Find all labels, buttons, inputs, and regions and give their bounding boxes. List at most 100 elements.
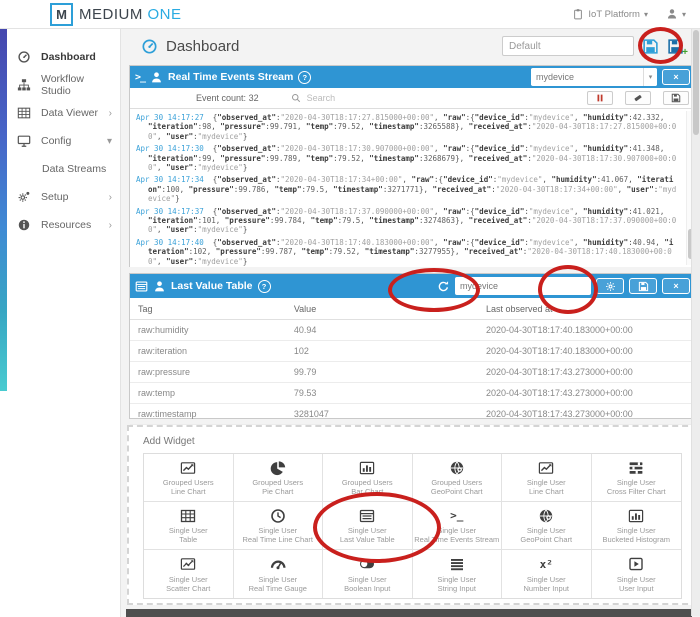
pie-chart-icon: [270, 459, 286, 476]
widget-option-single-user-real-time-events-stream[interactable]: >_ Single User Real Time Events Stream: [412, 502, 502, 550]
sitemap-icon: [17, 78, 31, 92]
tag-cell: raw:timestamp: [138, 409, 197, 419]
single-user-icon: [150, 71, 163, 84]
widget-option-single-user-geopoint-chart[interactable]: Single User GeoPoint Chart: [502, 502, 592, 550]
widget-option-single-user-user-input[interactable]: Single User User Input: [591, 550, 681, 598]
widget-option-grouped-users-geopoint-chart[interactable]: Grouped Users GeoPoint Chart: [412, 454, 502, 502]
value-cell: 99.79: [293, 367, 317, 377]
bar-chart-icon: [359, 459, 375, 476]
stream-scrollbar[interactable]: [686, 111, 694, 265]
column-header-last-observed: Last observed at: [485, 303, 553, 314]
lines-icon: [449, 556, 465, 573]
widget-option-single-user-real-time-line-chart[interactable]: Single User Real Time Line Chart: [233, 502, 323, 550]
speed-gauge-icon: [270, 556, 286, 573]
lvt-export-button[interactable]: [629, 278, 657, 294]
last-observed-cell: 2020-04-30T18:17:43.273000+00:00: [485, 388, 633, 398]
save-as-new-dashboard-button[interactable]: +: [667, 38, 688, 57]
widget-option-grouped-users-pie-chart[interactable]: Grouped Users Pie Chart: [233, 454, 323, 502]
dashboard-name-input[interactable]: [502, 36, 634, 56]
page-scrollbar-thumb[interactable]: [693, 30, 699, 135]
stream-log-area[interactable]: Apr 30 14:17:27 {"observed_at":"2020-04-…: [130, 109, 695, 267]
stream-device-input[interactable]: [531, 69, 643, 85]
help-icon[interactable]: ?: [298, 70, 312, 84]
widget-option-grouped-users-bar-chart[interactable]: Grouped Users Bar Chart: [323, 454, 413, 502]
lvt-table-row: raw:timestamp 3281047 2020-04-30T18:17:43.…: [130, 404, 695, 425]
lvt-close-button[interactable]: ×: [662, 278, 690, 294]
real-time-events-stream-widget: >_ Real Time Events Stream ? ▾ × Event c…: [129, 65, 696, 267]
log-entry: Apr 30 14:17:37 {"observed_at":"2020-04-…: [136, 206, 677, 235]
widget-option-single-user-line-chart[interactable]: Single User Line Chart: [502, 454, 592, 502]
event-count-label: Event count:: [196, 93, 247, 103]
brand-primary: MEDIUM: [79, 5, 143, 23]
sidebar-item-data-viewer[interactable]: Data Viewer ›: [0, 99, 120, 127]
stream-device-select: ▾: [531, 68, 657, 86]
stream-log-lines: Apr 30 14:17:27 {"observed_at":"2020-04-…: [130, 109, 695, 266]
last-observed-cell: 2020-04-30T18:17:40.183000+00:00: [485, 346, 633, 356]
add-widget-title: Add Widget: [143, 436, 195, 447]
widget-option-single-user-boolean-input[interactable]: Single User Boolean Input: [323, 550, 413, 598]
lvt-table-header: Tag Value Last observed at: [130, 298, 695, 320]
pause-stream-button[interactable]: [587, 91, 613, 105]
stream-toolbar: Event count: 32: [130, 88, 695, 109]
lvt-table: Tag Value Last observed at raw:humidity 4…: [130, 298, 695, 425]
widget-option-single-user-last-value-table[interactable]: Single User Last Value Table: [323, 502, 413, 550]
widget-option-single-user-table[interactable]: Single User Table: [144, 502, 234, 550]
value-cell: 40.94: [293, 325, 317, 335]
dashboard-gauge-icon: [141, 38, 158, 55]
last-observed-cell: 2020-04-30T18:17:43.273000+00:00: [485, 367, 633, 377]
sidebar-item-config[interactable]: Config ▾: [0, 127, 120, 155]
widget-option-single-user-number-input[interactable]: x² Single User Number Input: [502, 550, 592, 598]
lvt-device-input[interactable]: [455, 277, 591, 295]
sidebar-item-data-streams[interactable]: Data Streams: [42, 163, 107, 175]
select-caret-icon[interactable]: ▾: [643, 68, 657, 86]
stream-close-button[interactable]: ×: [662, 69, 690, 85]
widget-option-single-user-real-time-gauge[interactable]: Single User Real Time Gauge: [233, 550, 323, 598]
value-cell: 3281047: [293, 409, 329, 419]
sidebar-item-dashboard[interactable]: Dashboard: [0, 43, 120, 71]
top-header: M MEDIUM ONE IoT Platform ▾ ▾: [0, 0, 700, 29]
value-cell: 102: [293, 346, 309, 356]
main-content: Dashboard + >_ Real Time Events Stream ?…: [121, 29, 700, 617]
brand-logo[interactable]: M MEDIUM ONE: [50, 2, 182, 26]
stream-scrollbar-thumb[interactable]: [688, 229, 693, 259]
close-icon: ×: [673, 281, 679, 291]
chevron-down-icon: ▾: [106, 135, 112, 147]
widget-option-single-user-cross-filter-chart[interactable]: Single User Cross Filter Chart: [591, 454, 681, 502]
terminal-icon: >_: [450, 509, 464, 522]
clear-stream-button[interactable]: [625, 91, 651, 105]
lvt-widget-title: Last Value Table: [171, 280, 253, 292]
bottom-scroll-bar[interactable]: [126, 609, 692, 617]
sidebar-item-setup[interactable]: Setup ›: [0, 183, 120, 211]
widget-option-single-user-bucketed-histogram[interactable]: Single User Bucketed Histogram: [591, 502, 681, 550]
floppy-icon: [671, 93, 681, 103]
plus-icon: +: [682, 46, 688, 58]
page-title: Dashboard: [166, 37, 240, 55]
lvt-settings-button[interactable]: [596, 278, 624, 294]
last-observed-cell: 2020-04-30T18:17:43.273000+00:00: [485, 409, 633, 419]
user-menu[interactable]: ▾: [666, 8, 686, 20]
export-stream-button[interactable]: [663, 91, 689, 105]
sidebar-item-workflow-studio[interactable]: Workflow Studio: [0, 71, 120, 99]
gauge-icon: [17, 50, 31, 64]
log-entry: Apr 30 14:17:30 {"observed_at":"2020-04-…: [136, 144, 677, 173]
page-scrollbar[interactable]: [691, 28, 700, 616]
save-dashboard-button[interactable]: [642, 38, 659, 55]
refresh-icon[interactable]: [437, 280, 450, 293]
gears-icon: [17, 190, 31, 204]
workspace-menu[interactable]: IoT Platform ▾: [572, 8, 648, 20]
event-count-value: 32: [248, 93, 259, 103]
help-icon[interactable]: ?: [257, 279, 271, 293]
tag-cell: raw:temp: [138, 388, 176, 398]
list-alt-icon: [359, 507, 375, 524]
sidebar-nav: Dashboard Workflow Studio Data Viewer › Conf…: [0, 29, 120, 239]
stream-search-box: [291, 91, 575, 106]
sidebar-item-resources[interactable]: Resources ›: [0, 211, 120, 239]
lvt-widget-header: Last Value Table ? ×: [130, 274, 695, 298]
widget-option-single-user-string-input[interactable]: Single User String Input: [412, 550, 502, 598]
widget-option-grouped-users-line-chart[interactable]: Grouped Users Line Chart: [144, 454, 234, 502]
desktop-icon: [17, 134, 31, 148]
stream-widget-title: Real Time Events Stream: [168, 71, 294, 83]
widget-option-single-user-scatter-chart[interactable]: Single User Scatter Chart: [144, 550, 234, 598]
geopoint-icon: [449, 459, 465, 476]
stream-search-input[interactable]: [304, 92, 575, 104]
